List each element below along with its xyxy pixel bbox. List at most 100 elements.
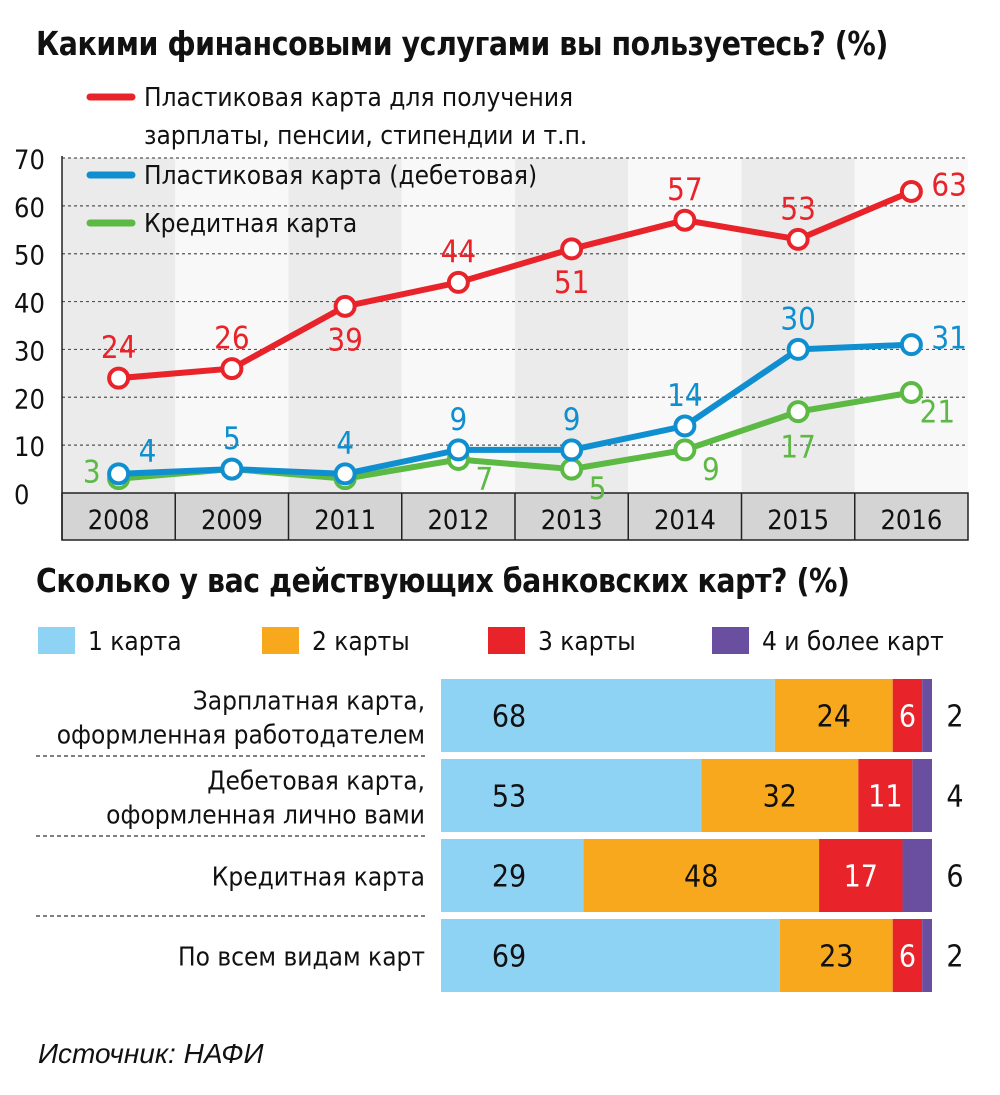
data-point	[333, 294, 357, 318]
data-label: 4	[139, 434, 157, 470]
bar-value-label: 2	[946, 940, 963, 975]
bar-value-label: 4	[946, 780, 963, 815]
bar-value-label: 2	[946, 700, 963, 735]
bar-segment	[441, 759, 702, 832]
data-point	[333, 462, 357, 486]
bar-value-label: 6	[899, 940, 916, 975]
data-label: 3	[83, 455, 101, 491]
column-band	[62, 158, 176, 493]
x-tick-label: 2012	[427, 505, 489, 536]
data-label: 17	[780, 430, 815, 466]
legend-label: 2 карты	[312, 627, 410, 657]
bar-chart-title: Сколько у вас действующих банковских кар…	[36, 561, 850, 600]
bar-segment	[441, 839, 584, 912]
bar-segment	[922, 679, 932, 752]
source-note: Источник: НАФИ	[38, 1038, 264, 1069]
bar-segment	[774, 679, 893, 752]
data-label: 14	[667, 378, 702, 414]
bar-segment	[819, 839, 903, 912]
x-tick-label: 2008	[88, 505, 150, 536]
data-label: 21	[920, 395, 955, 431]
data-label: 44	[441, 234, 476, 270]
y-tick-label: 10	[14, 432, 45, 463]
category-label: Дебетовая карта,	[207, 767, 425, 797]
data-point	[899, 333, 923, 357]
x-tick-label: 2013	[541, 505, 603, 536]
data-label: 5	[589, 471, 607, 507]
legend-label: Пластиковая карта (дебетовая)	[144, 161, 537, 191]
bar-value-label: 6	[899, 700, 916, 735]
data-point	[220, 357, 244, 381]
x-tick-label: 2014	[654, 505, 716, 536]
column-band	[854, 158, 968, 493]
column-band	[515, 158, 629, 493]
bar-value-label: 53	[492, 780, 526, 815]
column-band	[741, 158, 855, 493]
data-label: 31	[931, 321, 966, 357]
bar-value-label: 68	[492, 700, 526, 735]
category-label: оформленная лично вами	[106, 801, 425, 831]
data-point	[786, 400, 810, 424]
x-tick-label: 2016	[880, 505, 942, 536]
data-point	[560, 237, 584, 261]
x-tick-label: 2015	[767, 505, 829, 536]
data-point	[560, 438, 584, 462]
legend-swatch	[488, 627, 525, 654]
bar-segment	[858, 759, 913, 832]
bar-segment	[701, 759, 859, 832]
data-point	[899, 381, 923, 404]
data-label: 4	[336, 426, 354, 462]
bar-segment	[441, 919, 780, 992]
bar-row: Зарплатная карта, оформленная работодател…	[36, 679, 964, 757]
y-tick-label: 30	[14, 336, 45, 367]
data-point	[786, 227, 810, 251]
legend-label: 4 и более карт	[762, 627, 944, 657]
legend: Пластиковая карта для получения зарплаты,…	[86, 83, 587, 239]
legend-label: Пластиковая карта для получения	[144, 83, 573, 113]
x-tick-label: 2011	[314, 505, 376, 536]
data-point	[673, 414, 697, 438]
column-band	[401, 158, 515, 493]
series-line	[118, 341, 912, 477]
data-label: 30	[780, 301, 815, 337]
plot-area: 0 10 20 30 40 50 60 70 2008 2009 2011 2012 2013 2014 2…	[14, 145, 969, 541]
legend-label: зарплаты, пенсии, стипендии и т.п.	[144, 121, 587, 151]
stacked-bar-chart: 1 карта 2 карты 3 карты 4 и более карт Зарпл…	[36, 627, 964, 992]
series-line	[118, 188, 913, 382]
data-label: 51	[554, 265, 589, 301]
bar-segment	[902, 839, 932, 912]
legend: 1 карта 2 карты 3 карты 4 и более карт	[38, 627, 944, 657]
column-band	[175, 158, 289, 493]
bar-row: Кредитная карта 29 48 17 6	[36, 839, 964, 917]
legend-label: 3 карты	[538, 627, 636, 657]
bar-value-label: 69	[492, 940, 526, 975]
bar-value-label: 23	[819, 940, 853, 975]
bar-value-label: 17	[844, 860, 878, 895]
data-point	[673, 208, 697, 232]
y-tick-label: 70	[14, 145, 45, 176]
bar-value-label: 24	[817, 700, 851, 735]
bar-value-label: 6	[946, 860, 963, 895]
data-point	[786, 337, 810, 361]
line-chart-title: Какими финансовыми услугами вы пользуете…	[36, 24, 888, 63]
data-point	[446, 270, 470, 294]
legend-label: 1 карта	[88, 627, 182, 657]
line-chart: 0 10 20 30 40 50 60 70 2008 2009 2011 2012 2013 2014 2…	[14, 83, 969, 541]
data-label: 5	[223, 421, 241, 457]
data-label: 24	[101, 330, 136, 366]
category-label: Кредитная карта	[212, 863, 425, 893]
data-point	[673, 438, 697, 462]
bar-segment	[441, 679, 775, 752]
data-label: 39	[327, 322, 362, 358]
data-label: 63	[931, 168, 966, 204]
y-tick-label: 60	[14, 193, 45, 224]
bar-segment	[922, 919, 932, 992]
bar-segment	[892, 919, 923, 992]
data-point	[899, 180, 923, 203]
bar-row: Дебетовая карта, оформленная лично вами 53…	[36, 759, 964, 837]
bar-value-label: 32	[763, 780, 797, 815]
bar-value-label: 29	[492, 860, 526, 895]
y-tick-label: 40	[14, 289, 45, 320]
y-tick-label: 50	[14, 241, 45, 272]
category-label: По всем видам карт	[178, 943, 425, 973]
